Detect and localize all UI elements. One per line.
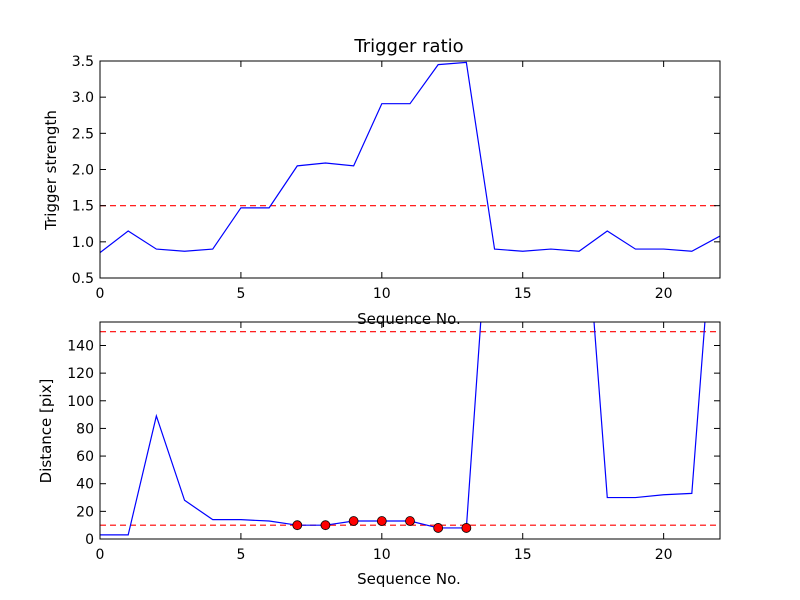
y-tick-label: 3.0 bbox=[72, 90, 94, 106]
data-point bbox=[348, 516, 359, 526]
x-axis-label: Sequence No. bbox=[357, 310, 461, 328]
x-tick-label: 15 bbox=[514, 286, 532, 302]
x-tick-label: 20 bbox=[655, 547, 673, 563]
plot-area bbox=[100, 61, 720, 254]
axes-frame bbox=[99, 321, 721, 540]
x-tick-label: 5 bbox=[236, 547, 245, 563]
data-point bbox=[405, 516, 415, 526]
data-point bbox=[320, 520, 331, 531]
x-tick-label: 0 bbox=[96, 547, 105, 563]
y-axis-label: Trigger strength bbox=[42, 110, 60, 231]
x-tick-label: 15 bbox=[514, 547, 532, 563]
y-tick-label: 2.0 bbox=[72, 163, 94, 179]
data-point bbox=[376, 516, 387, 526]
y-tick-label: 0 bbox=[85, 532, 94, 548]
y-tick-label: 80 bbox=[76, 421, 94, 437]
data-point bbox=[292, 520, 303, 531]
y-tick-label: 2.5 bbox=[72, 126, 94, 142]
y-tick-label: 100 bbox=[67, 394, 94, 410]
x-tick-label: 0 bbox=[96, 286, 105, 302]
y-tick-label: 0.5 bbox=[72, 271, 94, 287]
y-tick-label: 140 bbox=[67, 338, 94, 354]
chart-distance: Sequence No. Distance [pix] 0 5 10 15 20 0 20 4… bbox=[37, 321, 721, 588]
series-line bbox=[100, 61, 720, 254]
y-tick-label: 120 bbox=[67, 366, 94, 382]
data-point bbox=[433, 523, 444, 533]
plot-area bbox=[100, 322, 720, 536]
y-axis-label: Distance [pix] bbox=[37, 379, 55, 484]
y-tick-label: 60 bbox=[76, 449, 94, 465]
x-tick-label: 10 bbox=[373, 547, 391, 563]
y-tick-label: 3.5 bbox=[72, 54, 94, 70]
chart-title: Trigger ratio bbox=[353, 36, 463, 57]
x-tick-label: 10 bbox=[373, 286, 391, 302]
data-point bbox=[461, 523, 472, 533]
chart-trigger-ratio: Trigger ratio Sequence No. Trigger stren… bbox=[42, 36, 721, 328]
y-tick-label: 20 bbox=[76, 504, 94, 520]
y-tick-label: 1.5 bbox=[72, 199, 94, 215]
x-tick-label: 20 bbox=[655, 286, 673, 302]
y-tick-label: 40 bbox=[76, 477, 94, 493]
y-tick-label: 1.0 bbox=[72, 235, 94, 251]
x-axis-label: Sequence No. bbox=[357, 570, 461, 588]
x-tick-label: 5 bbox=[236, 286, 245, 302]
